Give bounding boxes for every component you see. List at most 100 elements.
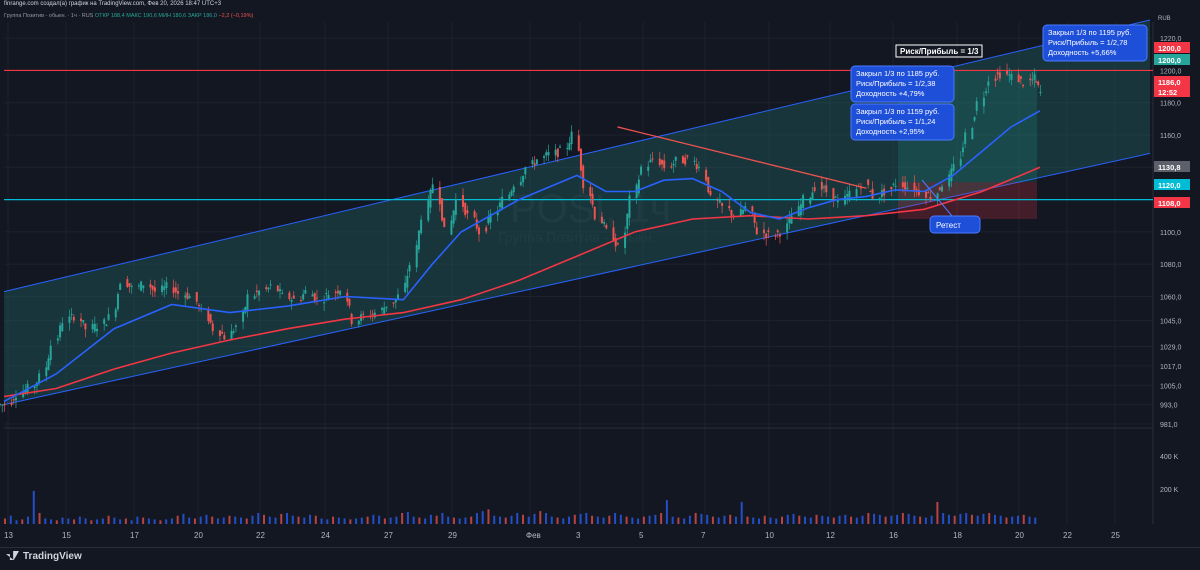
candle-body [925, 191, 928, 198]
price-chart[interactable]: 1220,01200,01180,01160,01140,01120,01100… [0, 0, 1200, 547]
candle-body [582, 165, 585, 189]
volume-bar [412, 516, 415, 524]
candle-body [10, 403, 13, 405]
volume-bar [165, 519, 168, 524]
candle-body [778, 234, 781, 237]
candle-body [49, 345, 52, 361]
tradingview-logo[interactable]: TradingView [6, 551, 82, 562]
candle-body [339, 290, 342, 295]
volume-bar [130, 520, 133, 524]
candle-body [276, 285, 279, 292]
volume-bar [303, 517, 306, 524]
candle-body [385, 306, 388, 309]
volume-bar [475, 512, 478, 524]
candle-body [281, 292, 284, 294]
volume-bar [965, 512, 968, 524]
x-tick-label: 22 [256, 531, 265, 540]
volume-bar [861, 515, 864, 524]
candle-body [684, 157, 687, 165]
volume-bar [372, 514, 375, 524]
candle-body [535, 159, 538, 165]
candle-body [265, 287, 268, 289]
candle-body [975, 101, 978, 111]
volume-bar [608, 515, 611, 524]
y-tick-label: 993,0 [1160, 403, 1178, 410]
candle-body [348, 298, 351, 306]
candle-body [114, 309, 117, 318]
candle-body [232, 331, 235, 333]
volume-bar [740, 501, 743, 524]
candle-body [12, 399, 15, 401]
candle-body [728, 205, 731, 209]
candle-body [116, 294, 119, 310]
x-tick-label: 27 [384, 531, 393, 540]
candle-body [80, 318, 83, 322]
volume-bar [694, 512, 697, 524]
x-tick-label: 12 [826, 531, 835, 540]
volume-bar [222, 517, 225, 524]
rr-title-frame [895, 44, 983, 58]
candle-body [904, 182, 907, 190]
volume-bar [792, 513, 795, 524]
price-axis-label [1154, 197, 1190, 208]
candle-body [142, 285, 145, 289]
candle-body [721, 202, 724, 206]
symbol-legend[interactable]: Группа Позитив - обыкн. · 1ч · RUS ОТКР … [4, 13, 253, 19]
volume-bar [15, 520, 18, 524]
volume-tick-label: 400 K [1160, 454, 1179, 461]
volume-bar [493, 515, 496, 524]
volume-bar [487, 509, 490, 524]
volume-bar [711, 516, 714, 524]
candle-body [38, 373, 41, 384]
candle-body [485, 227, 488, 232]
y-tick-label: 981,0 [1160, 422, 1178, 429]
candle-body [753, 212, 756, 223]
volume-bar [763, 515, 766, 524]
volume-bar [395, 516, 398, 524]
candle-body [917, 189, 920, 196]
volume-bar [596, 516, 599, 524]
x-tick-label: 7 [701, 531, 706, 540]
candle-body [408, 265, 411, 272]
legend-high: МАКС 190,6 [126, 13, 157, 19]
volume-bar [631, 517, 634, 524]
volume-bar [890, 515, 893, 524]
volume-bar [360, 517, 363, 524]
volume-bar [280, 513, 283, 524]
volume-bar [182, 513, 185, 524]
loss-zone [898, 182, 1037, 219]
callout-line: Доходность +2,95% [856, 127, 925, 136]
candle-body [605, 224, 608, 229]
candle-body [184, 295, 187, 298]
candle-body [82, 320, 85, 323]
candle-body [244, 306, 247, 313]
volume-bar [769, 517, 772, 524]
volume-bar [729, 514, 732, 524]
candle-body [825, 185, 828, 193]
volume-bar [804, 516, 807, 524]
volume-bar [67, 518, 70, 524]
candle-body [14, 397, 17, 401]
volume-bar [665, 500, 668, 524]
candle-body [739, 209, 742, 216]
candle-body [767, 230, 770, 232]
volume-bar [999, 515, 1002, 524]
volume-bar [809, 517, 812, 524]
candle-body [568, 143, 571, 150]
candle-body [790, 215, 793, 224]
candle-body [716, 199, 719, 201]
volume-bar [263, 514, 265, 524]
volume-bar [970, 514, 973, 524]
candle-body [290, 300, 293, 302]
candle-body [765, 233, 768, 239]
x-tick-label: 13 [4, 531, 13, 540]
candle-body [600, 216, 603, 224]
x-tick-label: 22 [1063, 531, 1072, 540]
volume-bar [924, 517, 927, 524]
y-tick-label: 1180,0 [1160, 101, 1181, 108]
candle-body [304, 290, 307, 294]
candle-body [394, 298, 397, 303]
candle-body [695, 164, 698, 170]
volume-bar [688, 515, 691, 524]
candle-body [637, 179, 640, 194]
